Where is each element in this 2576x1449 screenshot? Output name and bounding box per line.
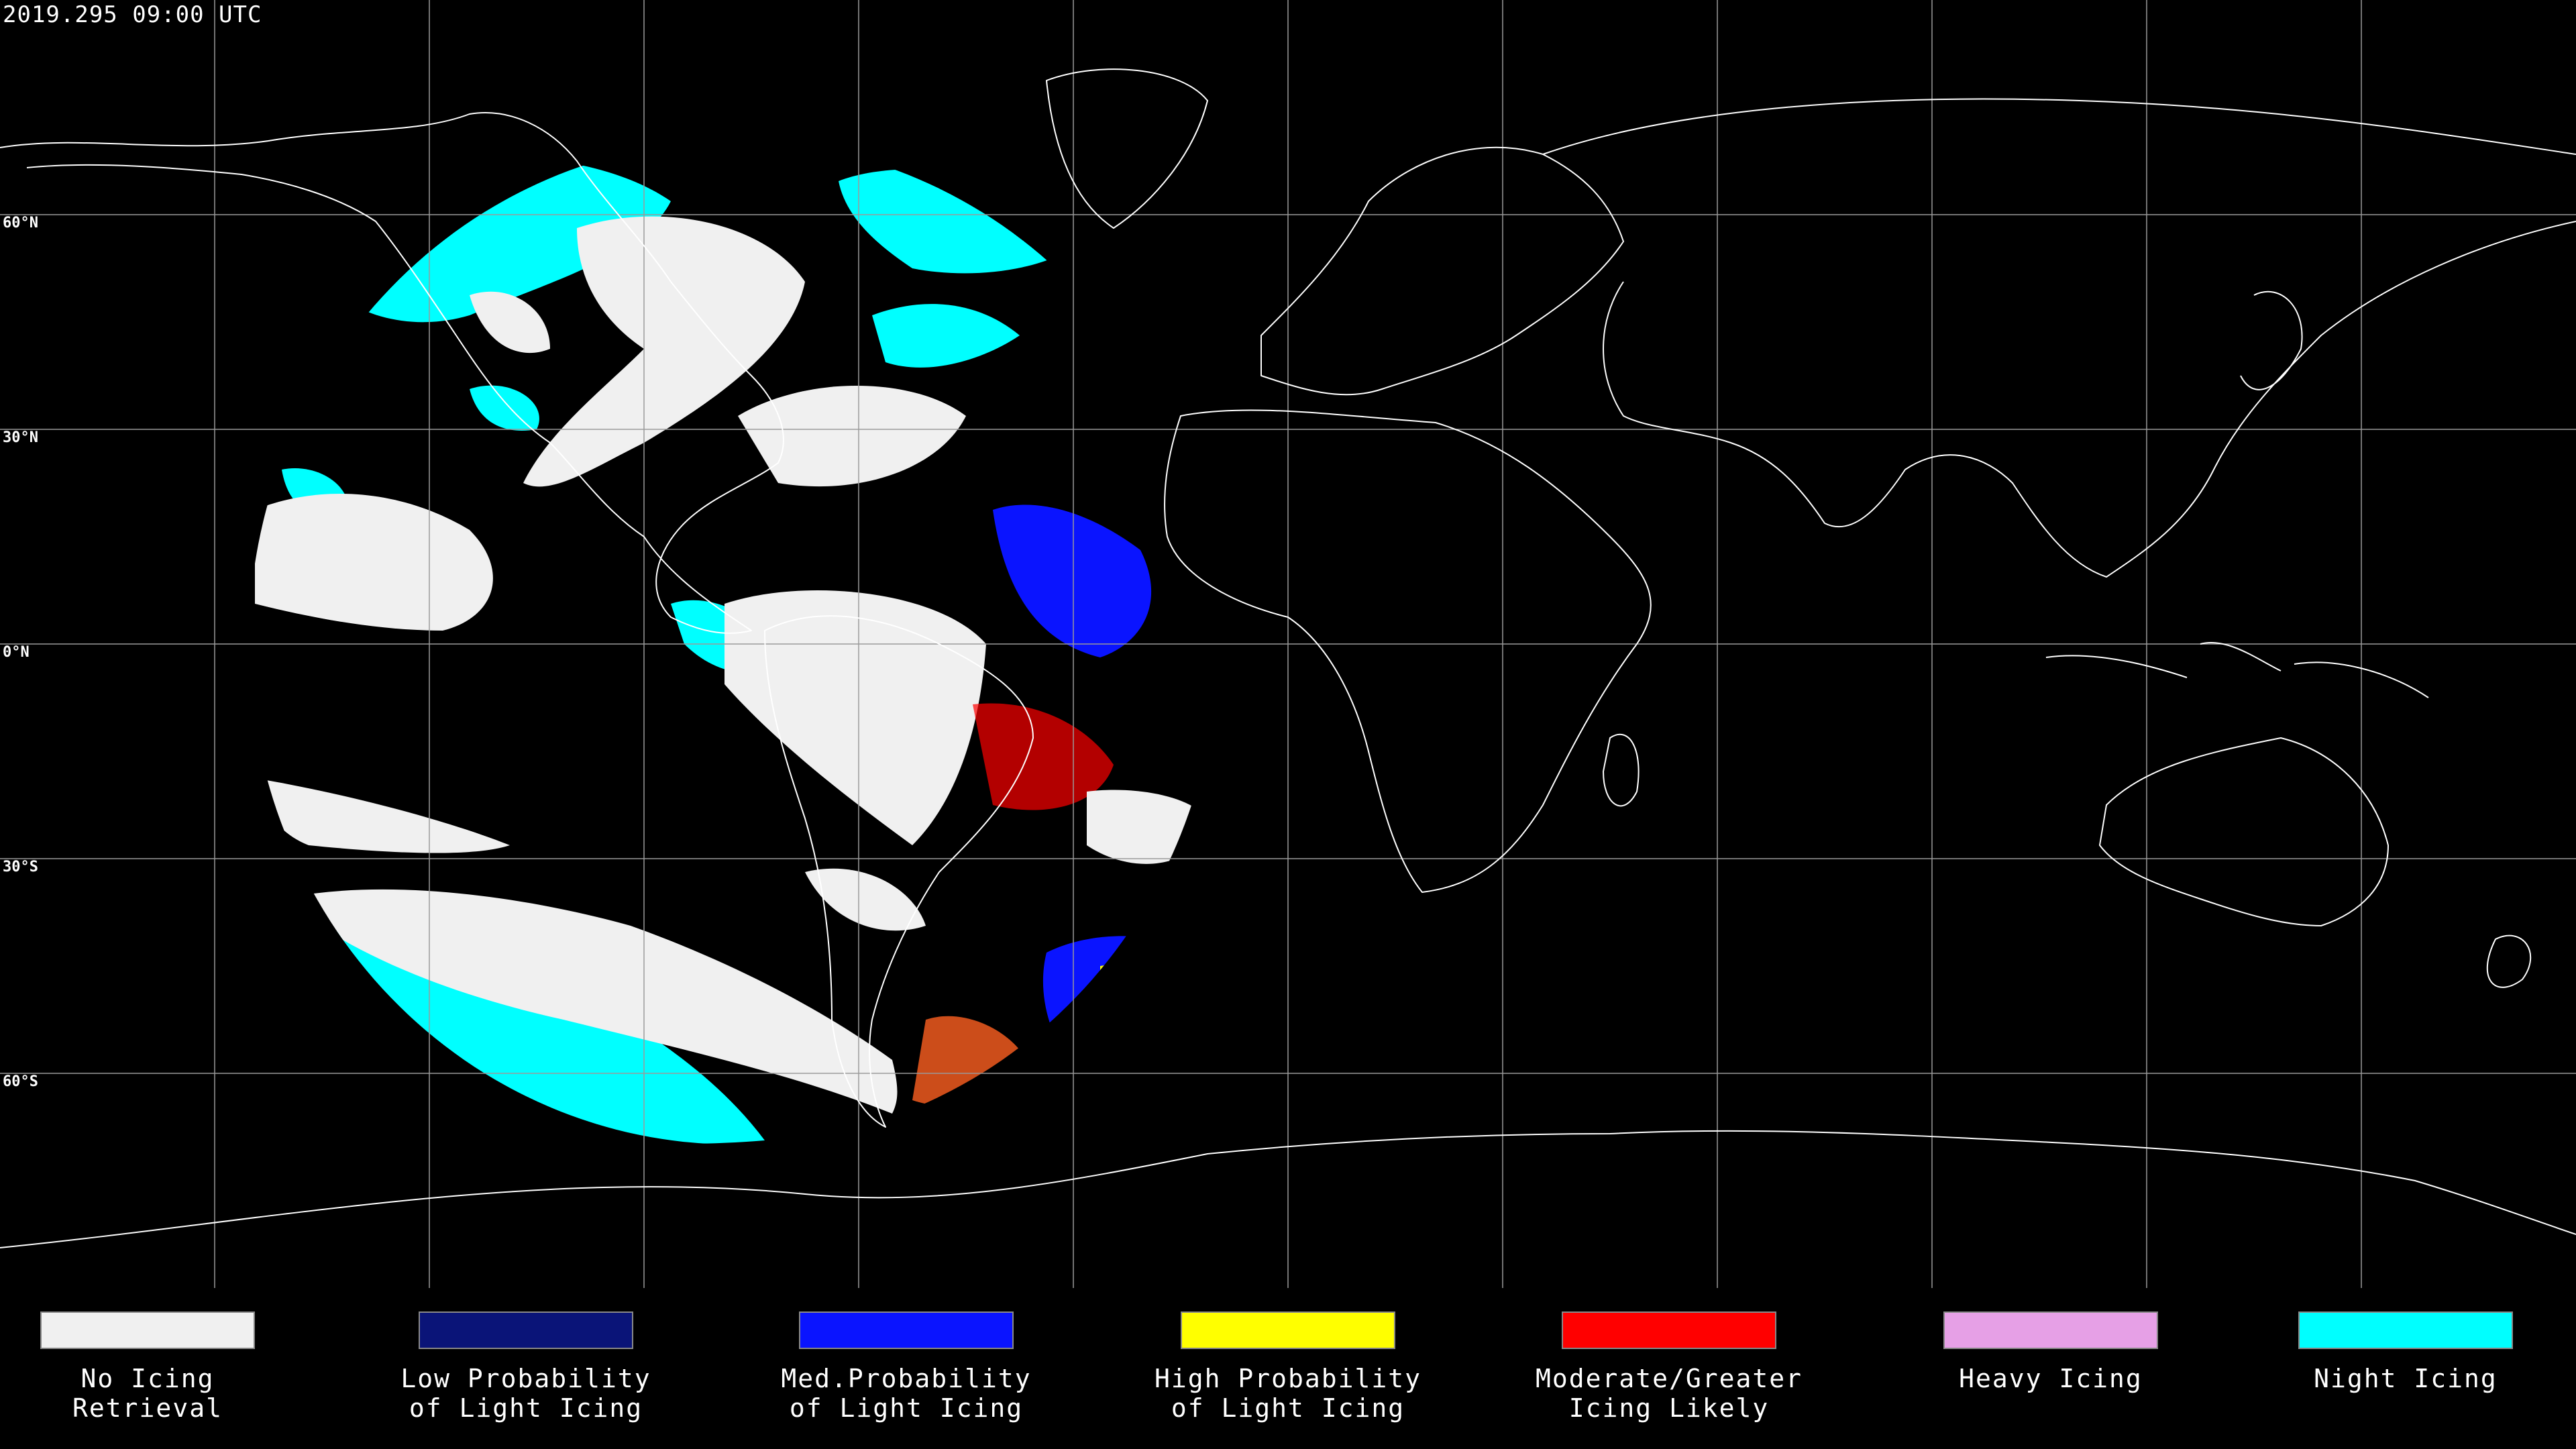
coastline-africa [1164, 409, 1652, 893]
lat-label-60n: 60°N [3, 215, 38, 231]
legend-item-night-icing: Night Icing [2231, 1311, 2576, 1393]
coastline-madagascar [1603, 733, 1640, 807]
legend-swatch-high-probability [1181, 1311, 1395, 1349]
graticule [0, 0, 2576, 1288]
coastline-indonesia [2045, 642, 2429, 698]
legend-swatch-moderate-greater [1562, 1311, 1776, 1349]
coastline-greenland [1046, 68, 1208, 229]
legend-swatch-no-icing [40, 1311, 255, 1349]
legend-item-high-probability: High Probability of Light Icing [1114, 1311, 1462, 1423]
legend-item-low-probability: Low Probability of Light Icing [352, 1311, 700, 1423]
legend-swatch-night-icing [2298, 1311, 2513, 1349]
lat-label-30n: 30°N [3, 429, 38, 446]
no-icing-area [255, 216, 986, 1114]
lat-label-30s: 30°S [3, 859, 38, 875]
legend-swatch-low-probability [419, 1311, 633, 1349]
coastline-antarctica [0, 1130, 2576, 1248]
legend-item-heavy-icing: Heavy Icing [1876, 1311, 2225, 1393]
legend-label-med-probability: Med.Probability of Light Icing [781, 1364, 1032, 1423]
icing-map [0, 0, 2576, 1288]
coastline-north-america [0, 112, 784, 634]
legend-swatch-heavy-icing [1943, 1311, 2158, 1349]
satellite-disk [249, 141, 1218, 1144]
legend-label-night-icing: Night Icing [2314, 1364, 2498, 1393]
legend: No Icing Retrieval Low Probability of Li… [0, 1288, 2576, 1449]
legend-label-heavy-icing: Heavy Icing [1959, 1364, 2143, 1393]
coastline-south-america [764, 615, 1034, 1128]
timestamp: 2019.295 09:00 UTC [3, 1, 262, 28]
legend-item-no-icing: No Icing Retrieval [0, 1311, 322, 1423]
legend-label-no-icing: No Icing Retrieval [72, 1364, 223, 1423]
legend-item-moderate-greater: Moderate/Greater Icing Likely [1495, 1311, 1843, 1423]
legend-label-high-probability: High Probability of Light Icing [1154, 1364, 1422, 1423]
coastlines [0, 68, 2576, 1248]
legend-label-moderate-greater: Moderate/Greater Icing Likely [1535, 1364, 1803, 1423]
legend-item-med-probability: Med.Probability of Light Icing [732, 1311, 1081, 1423]
coastline-europe [1260, 146, 1624, 396]
legend-label-low-probability: Low Probability of Light Icing [400, 1364, 651, 1423]
coastline-australia [2099, 737, 2389, 926]
lat-label-equator: 0°N [3, 644, 30, 661]
lat-label-60s: 60°S [3, 1073, 38, 1090]
coastline-new-zealand [2486, 934, 2532, 988]
coastline-asia [1542, 98, 2576, 578]
coastline-japan [2240, 290, 2303, 390]
legend-swatch-med-probability [799, 1311, 1014, 1349]
